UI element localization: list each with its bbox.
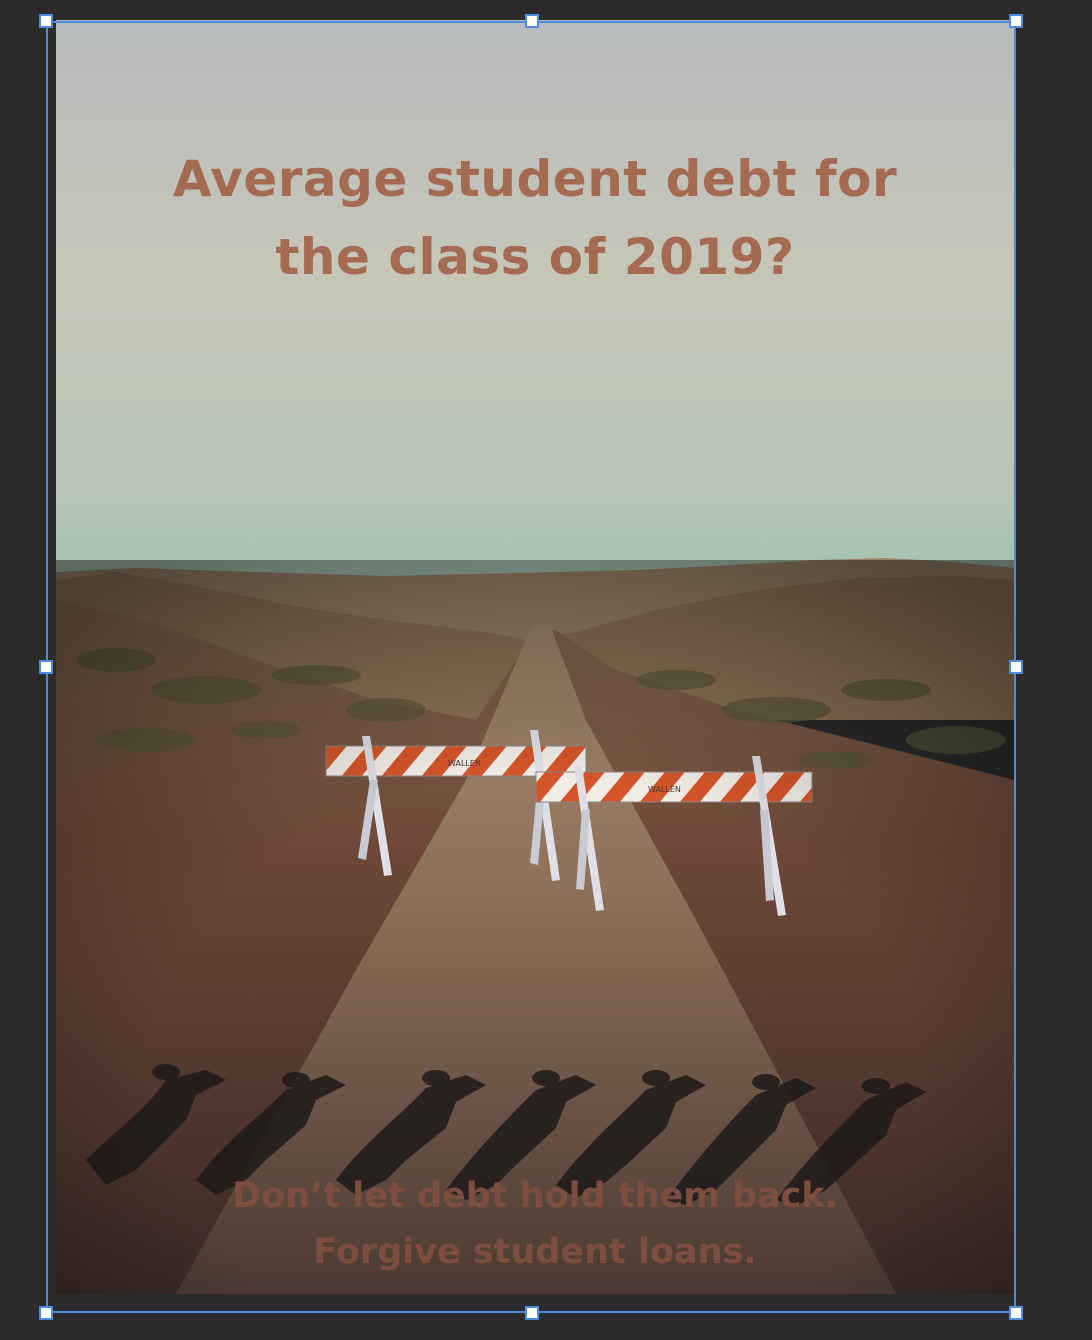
- resize-handle-top[interactable]: [525, 14, 539, 28]
- poster-tagline[interactable]: Don’t let debt hold them back. Forgive s…: [56, 1168, 1014, 1280]
- poster-headline[interactable]: Average student debt for the class of 20…: [56, 140, 1014, 296]
- tagline-line-1: Don’t let debt hold them back.: [232, 1176, 838, 1216]
- poster-artboard[interactable]: WALLEN WALLEN: [56, 20, 1014, 1294]
- headline-line-2: the class of 2019?: [275, 228, 795, 286]
- resize-handle-top-left[interactable]: [39, 14, 53, 28]
- resize-handle-bottom-right[interactable]: [1009, 1306, 1023, 1320]
- poster-image: WALLEN WALLEN: [56, 20, 1014, 1294]
- resize-handle-right[interactable]: [1009, 660, 1023, 674]
- resize-handle-bottom[interactable]: [525, 1306, 539, 1320]
- headline-line-1: Average student debt for: [172, 150, 898, 208]
- resize-handle-top-right[interactable]: [1009, 14, 1023, 28]
- resize-handle-bottom-left[interactable]: [39, 1306, 53, 1320]
- tagline-line-2: Forgive student loans.: [313, 1232, 757, 1272]
- resize-handle-left[interactable]: [39, 660, 53, 674]
